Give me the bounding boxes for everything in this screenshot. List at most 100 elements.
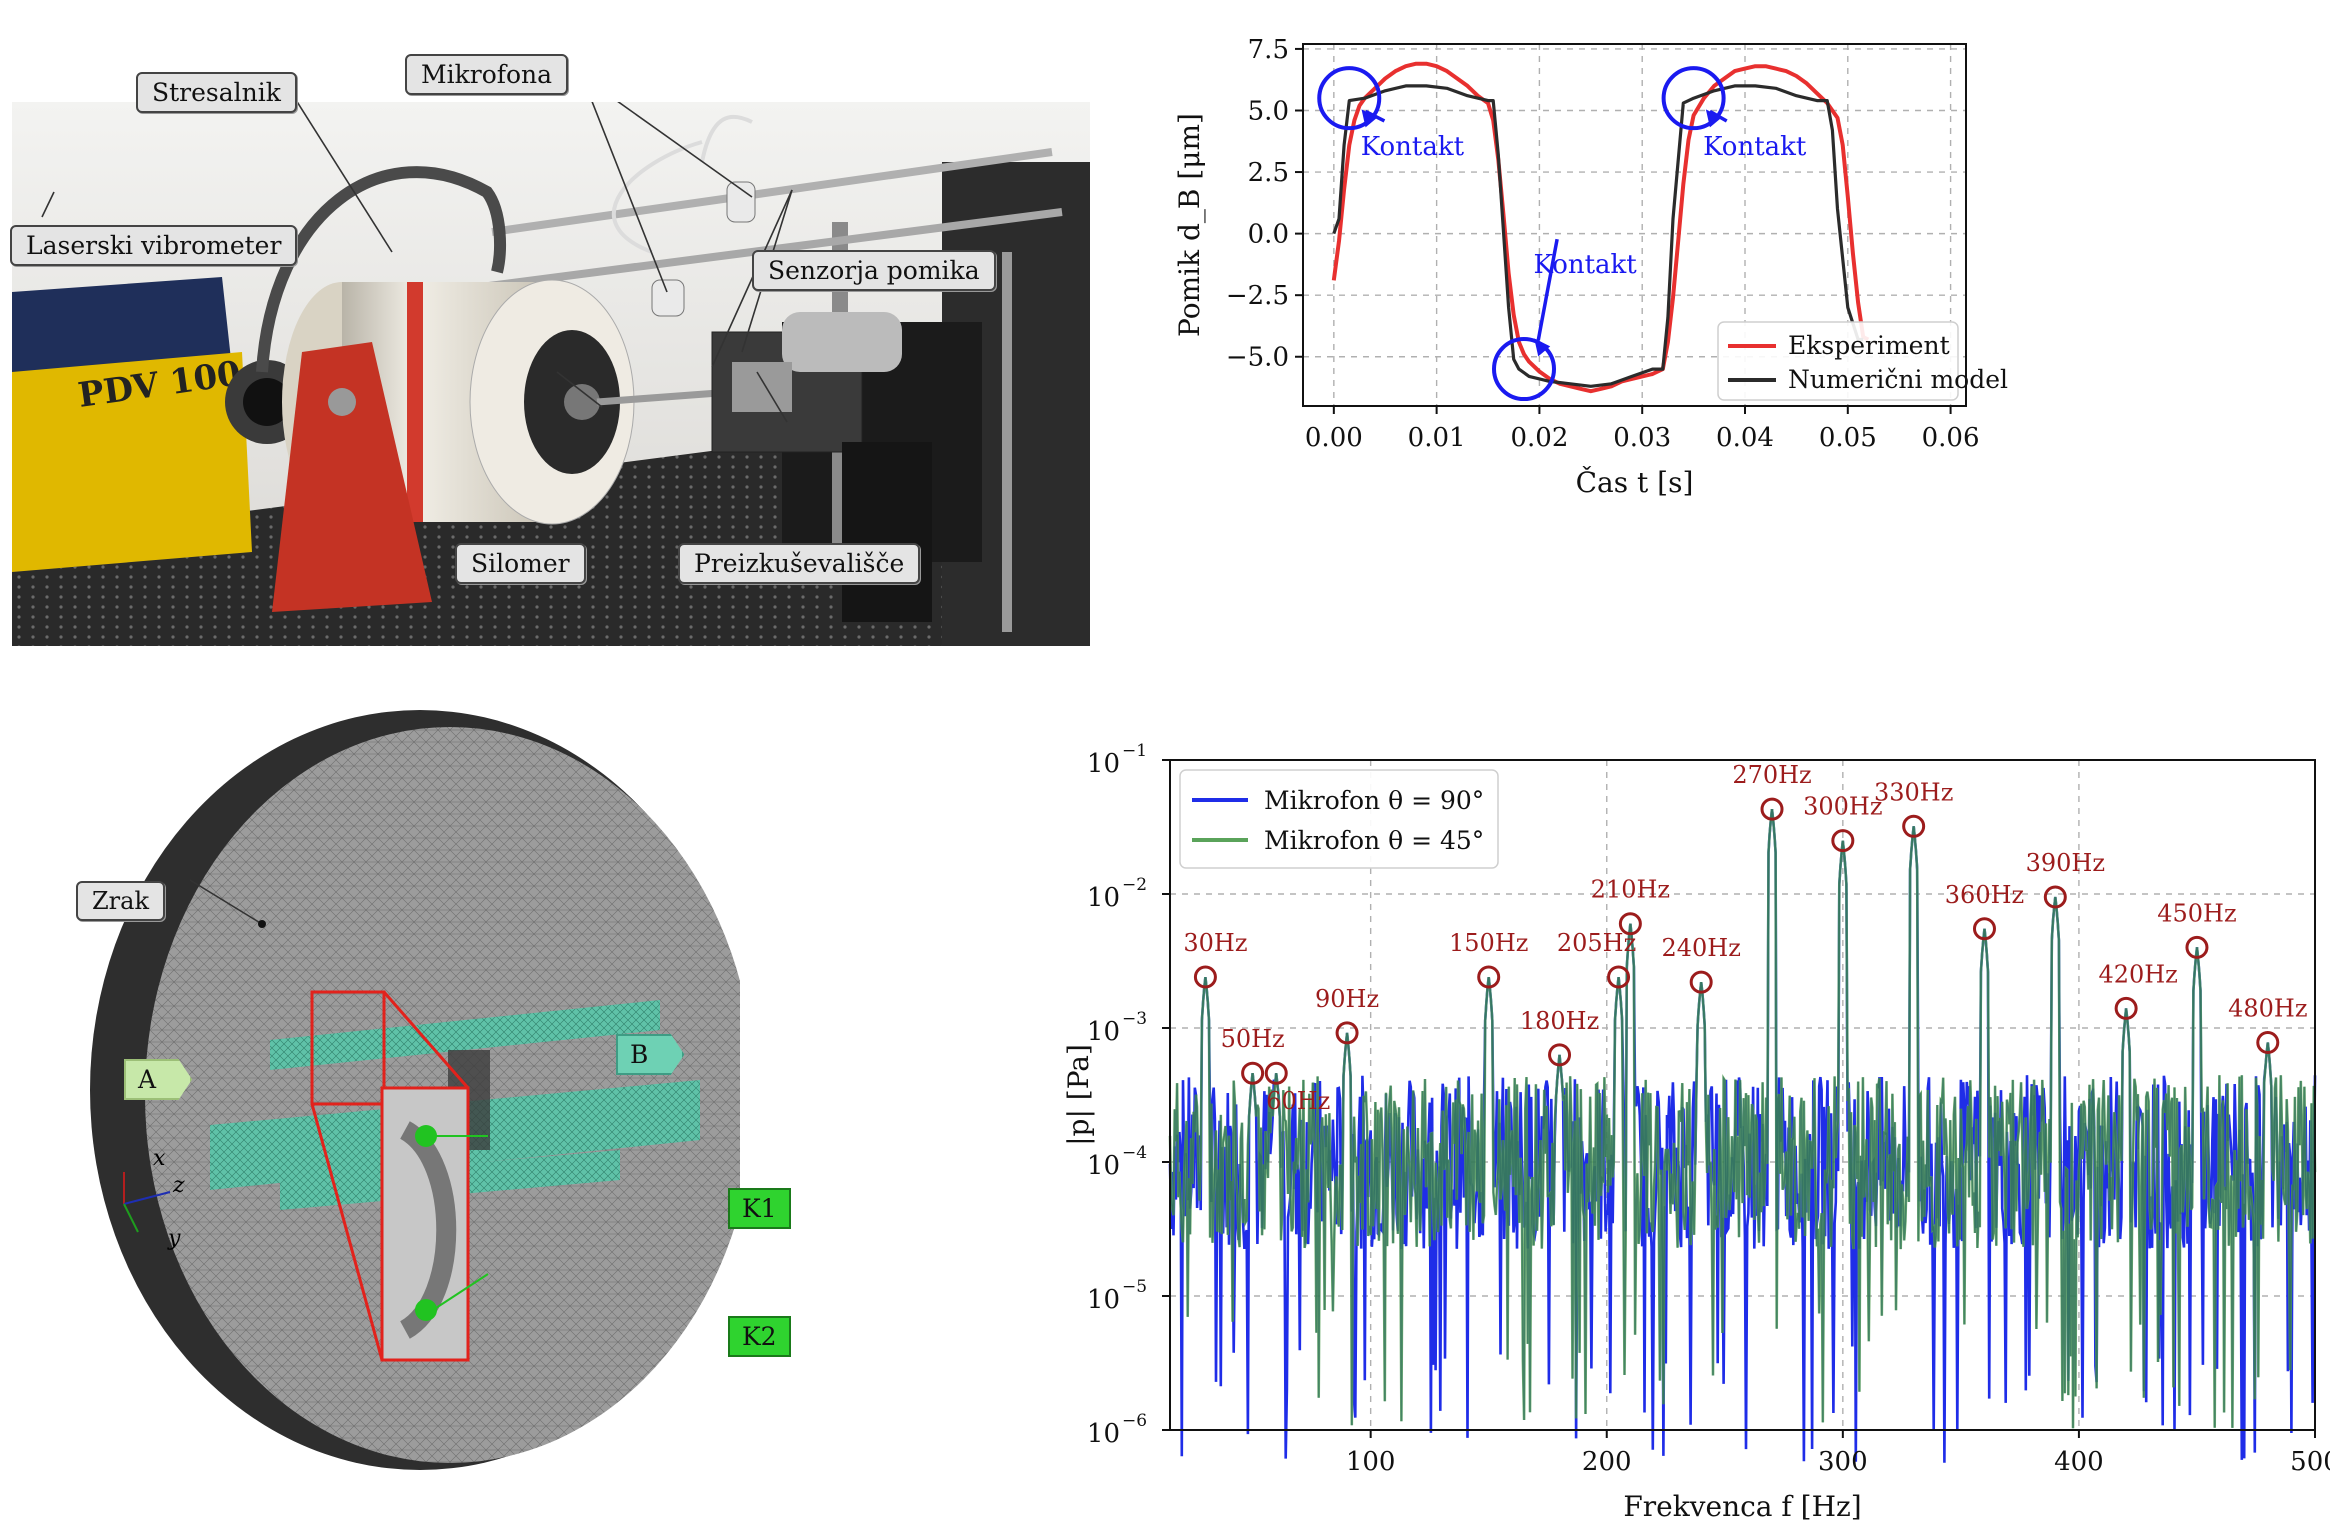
point-tag-k1: K1 [728, 1188, 791, 1229]
peak-marker [2043, 885, 2067, 909]
peak-label: 330Hz [1874, 778, 1953, 806]
peak-marker [1607, 965, 1631, 989]
legend-label: Mikrofon θ = 45° [1264, 826, 1484, 855]
x-tick-label: 0.03 [1613, 423, 1671, 453]
y-tick-exponent: −2 [1122, 875, 1147, 895]
experimental-setup-photo: PDV 100 [12, 102, 1090, 646]
y-tick-label: 2.5 [1248, 158, 1289, 188]
x-tick-label: 0.06 [1922, 423, 1980, 453]
x-tick-label: 100 [1346, 1447, 1396, 1477]
fem-mesh-svg: x z y [90, 710, 755, 1470]
y-axis-label: Pomik d_B [μm] [1173, 113, 1206, 337]
x-tick-label: 0.01 [1408, 423, 1466, 453]
y-axis-label: |p| [Pa] [1062, 1044, 1095, 1146]
peak-label: 210Hz [1591, 876, 1670, 904]
boundary-tag-b: B [616, 1034, 685, 1075]
peak-label: 420Hz [2098, 960, 2177, 988]
peak-marker [2185, 935, 2209, 959]
peak-marker [1689, 970, 1713, 994]
series-overlap-shade [1169, 809, 2316, 1429]
peak-label: 360Hz [1945, 881, 2024, 909]
legend-label: Numerični model [1788, 365, 2008, 394]
legend-label: Mikrofon θ = 90° [1264, 786, 1484, 815]
y-tick-exponent: −3 [1122, 1009, 1147, 1029]
x-tick-label: 200 [1582, 1447, 1632, 1477]
callout-silomer: Silomer [455, 543, 586, 584]
displacement-chart-svg: Kontakt Kontakt Kontakt 0.00 0.01 0.02 0.03 0.0… [1173, 35, 2008, 499]
x-axis-label: Čas t [s] [1576, 465, 1694, 499]
peak-label: 30Hz [1183, 929, 1247, 957]
peak-label: 270Hz [1732, 761, 1811, 789]
peak-label: 480Hz [2228, 994, 2307, 1022]
x-tick-label: 0.04 [1716, 423, 1774, 453]
y-tick-label: 7.5 [1248, 35, 1289, 65]
legend-box [1179, 769, 1499, 869]
y-tick-exponent: −5 [1122, 1277, 1147, 1297]
peak-label: 150Hz [1449, 929, 1528, 957]
y-tick-exponent: −4 [1122, 1143, 1147, 1163]
peak-marker [1831, 829, 1855, 853]
peak-marker [1264, 1061, 1288, 1085]
y-tick-label: 5.0 [1248, 96, 1289, 126]
callout-mikrofona: Mikrofona [405, 54, 569, 95]
y-tick-label: 10 [1087, 1017, 1120, 1047]
peak-marker [1241, 1061, 1265, 1085]
legend-label: Eksperiment [1788, 331, 1950, 360]
callout-laserski-vibrometer: Laserski vibrometer [10, 225, 298, 266]
contact-label: Kontakt [1361, 132, 1465, 162]
peak-marker [1477, 965, 1501, 989]
peak-marker [1760, 797, 1784, 821]
y-tick-exponent: −6 [1122, 1411, 1147, 1431]
contact-arrow [1536, 238, 1559, 341]
fem-mesh-illustration: x z y [60, 700, 755, 1480]
contact-circle [1317, 66, 1382, 131]
y-tick-label: −5.0 [1226, 343, 1289, 373]
peak-marker [1193, 965, 1217, 989]
contact-label: Kontakt [1703, 132, 1807, 162]
contact-circle [1492, 337, 1556, 402]
x-tick-label: 300 [1818, 1447, 1868, 1477]
peak-label: 60Hz [1266, 1087, 1330, 1115]
point-tag-k2: K2 [728, 1316, 791, 1357]
x-tick-label: 400 [2054, 1447, 2104, 1477]
axis-x-label: x [153, 1146, 166, 1171]
series-line-eksperiment [1331, 61, 1870, 394]
contact-arrowhead [1534, 338, 1551, 357]
spectrum-chart: 30Hz 50Hz 60Hz 90Hz 150Hz 180Hz 205Hz 210Hz 240H… [1040, 720, 2330, 1531]
y-tick-label: 10 [1087, 1151, 1120, 1181]
contact-arrowhead [1705, 109, 1722, 128]
peak-label: 390Hz [2026, 849, 2105, 877]
setup-photo-illustration: PDV 100 [12, 102, 1090, 646]
x-tick-label: 0.00 [1305, 423, 1363, 453]
contact-label: Kontakt [1533, 250, 1637, 280]
peak-label: 240Hz [1661, 934, 1740, 962]
callout-preizkusevalisce: Preizkuševališče [678, 543, 921, 584]
x-axis-label: Frekvenca f [Hz] [1623, 1490, 1861, 1523]
peak-marker [1618, 912, 1642, 936]
peak-marker [2256, 1030, 2280, 1054]
y-tick-label: 10 [1087, 749, 1120, 779]
y-tick-label: −2.5 [1226, 281, 1289, 311]
callout-stresalnik: Stresalnik [136, 72, 297, 113]
axis-y-label: y [167, 1226, 181, 1251]
x-tick-label: 0.02 [1510, 423, 1568, 453]
contact-arrowhead [1361, 109, 1378, 128]
peak-label: 300Hz [1803, 793, 1882, 821]
y-tick-label: 0.0 [1248, 220, 1289, 250]
x-tick-label: 0.05 [1819, 423, 1877, 453]
contact-circle [1661, 66, 1726, 131]
peak-label: 205Hz [1557, 929, 1636, 957]
series-line-numericni-model [1332, 84, 1864, 388]
peak-label: 90Hz [1315, 985, 1379, 1013]
peak-marker [2114, 996, 2138, 1020]
spectrum-chart-svg: 30Hz 50Hz 60Hz 90Hz 150Hz 180Hz 205Hz 210Hz 240H… [1062, 741, 2330, 1523]
peak-label: 180Hz [1520, 1007, 1599, 1035]
peak-marker [1335, 1021, 1359, 1045]
boundary-tag-a: A [124, 1059, 193, 1100]
y-tick-label: 10 [1087, 883, 1120, 913]
y-tick-exponent: −1 [1122, 741, 1147, 761]
callout-zrak: Zrak [76, 881, 165, 921]
peak-marker [1972, 917, 1996, 941]
axis-z-label: z [172, 1173, 185, 1198]
y-tick-label: 10 [1087, 1285, 1120, 1315]
